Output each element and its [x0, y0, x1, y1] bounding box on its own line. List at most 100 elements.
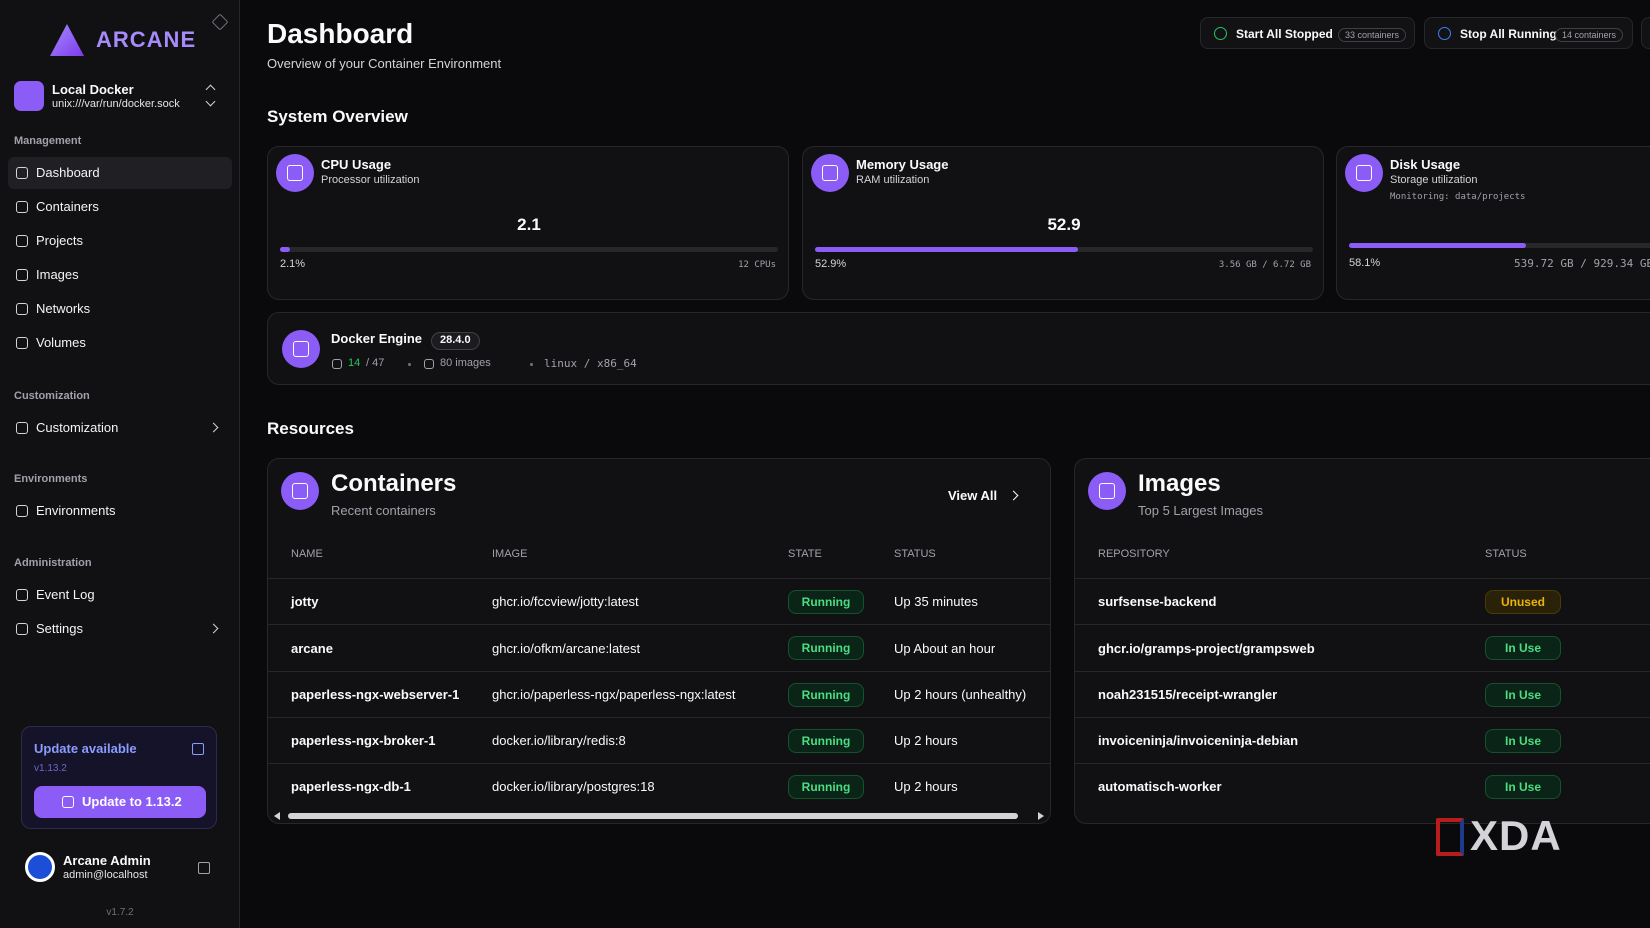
- table-cell: invoiceninja/invoiceninja-debian: [1098, 733, 1299, 749]
- icon-badge: [1088, 472, 1126, 510]
- nav-item[interactable]: Projects: [8, 225, 232, 257]
- logout-icon[interactable]: [198, 862, 210, 874]
- icon: [16, 201, 28, 213]
- icon: [1099, 483, 1115, 499]
- icon-badge: [1345, 154, 1383, 192]
- status-badge: In Use: [1485, 775, 1561, 800]
- section-title: Management: [14, 135, 82, 148]
- nav-item[interactable]: Dashboard: [8, 157, 232, 189]
- action-label: Start All Stopped: [1236, 26, 1333, 41]
- nav-item[interactable]: Volumes: [8, 327, 232, 359]
- watermark-mark: [1436, 818, 1464, 856]
- action-count: 14 containers: [1555, 27, 1624, 43]
- env-name: Local Docker: [52, 82, 134, 98]
- icon: [16, 235, 28, 247]
- resource-panel: Containers Recent containers View All NAME I…: [267, 458, 1051, 824]
- external-link-icon[interactable]: [192, 743, 204, 755]
- action-button[interactable]: Stop All Running 14 containers: [1424, 17, 1633, 49]
- chevron: [205, 96, 216, 107]
- table-cell: ghcr.io/ofkm/arcane:latest: [492, 640, 641, 656]
- action-count: 33 containers: [1338, 27, 1407, 43]
- view-all-link[interactable]: View All: [948, 485, 1028, 507]
- column-header: IMAGE: [492, 548, 528, 561]
- chevron: [208, 623, 219, 634]
- icon: [1356, 165, 1372, 181]
- nav-label: Environments: [36, 503, 116, 519]
- card-title: CPU Usage: [321, 157, 392, 173]
- progress-track: [280, 247, 778, 252]
- panel-title: Containers: [331, 469, 457, 497]
- nav-label: Event Log: [36, 587, 95, 603]
- percent-label: 52.9%: [815, 258, 847, 271]
- nav-label: Networks: [36, 301, 91, 317]
- icon: [822, 165, 838, 181]
- engine-name: Docker Engine: [331, 331, 423, 347]
- nav-label: Dashboard: [36, 165, 100, 181]
- environment-switcher[interactable]: Local Docker unix:///var/run/docker.sock: [8, 78, 230, 116]
- page-subtitle: Overview of your Container Environment: [267, 56, 502, 72]
- icon-badge: [282, 330, 320, 368]
- resource-panel: Images Top 5 Largest Images REPOSITORY STAT…: [1074, 458, 1650, 824]
- action-button[interactable]: Start All Stopped 33 containers: [1200, 17, 1415, 49]
- icon: [292, 483, 308, 499]
- stat-card: CPU Usage Processor utilization 2.1 2.1% 12 …: [267, 146, 789, 300]
- icon: [293, 341, 309, 357]
- image-count: 80 images: [440, 357, 491, 370]
- nav-item[interactable]: Images: [8, 259, 232, 291]
- page-title: Dashboard: [267, 18, 414, 50]
- progress-fill: [280, 247, 291, 252]
- nav-item[interactable]: Environments: [8, 495, 232, 527]
- column-header: STATUS: [1485, 548, 1527, 561]
- row-divider: [268, 624, 1050, 626]
- status-badge: In Use: [1485, 728, 1561, 753]
- action-icon: [1438, 27, 1451, 40]
- status-badge: Running: [788, 728, 864, 753]
- link-label[interactable]: View All: [948, 488, 998, 504]
- icon: [62, 796, 74, 808]
- logo-mark: [50, 24, 84, 56]
- table-cell: arcane: [291, 640, 333, 656]
- panel-subtitle: Recent containers: [331, 503, 436, 519]
- chevron: [208, 422, 219, 433]
- section-title: Environments: [14, 473, 88, 486]
- app-version: v1.7.2: [106, 907, 134, 918]
- section-heading: System Overview: [267, 106, 408, 126]
- nav-item[interactable]: Event Log: [8, 579, 232, 611]
- stat-card: Disk Usage Storage utilization Monitoring:…: [1336, 146, 1650, 300]
- card-title: Disk Usage: [1390, 157, 1461, 173]
- table-cell: ghcr.io/fccview/jotty:latest: [492, 594, 639, 610]
- column-header: REPOSITORY: [1098, 548, 1170, 561]
- nav-label: Projects: [36, 233, 83, 249]
- icon: [424, 359, 434, 369]
- total-count: / 47: [366, 357, 385, 370]
- table-cell: Up About an hour: [894, 640, 996, 656]
- icon: [16, 337, 28, 349]
- card-title: Memory Usage: [856, 157, 949, 173]
- update-button[interactable]: Update to 1.13.2: [34, 786, 206, 818]
- row-divider: [268, 763, 1050, 765]
- nav-item[interactable]: Containers: [8, 191, 232, 223]
- table-cell: Up 2 hours (unhealthy): [894, 686, 1027, 702]
- action-button-partial: [1641, 17, 1650, 49]
- nav-item[interactable]: Settings: [8, 613, 232, 645]
- table-cell: Up 35 minutes: [894, 594, 978, 610]
- main-content: Dashboard Overview of your Container Envi…: [240, 0, 1650, 928]
- update-title: Update available: [34, 741, 137, 757]
- update-card: Update available v1.13.2 Update to 1.13.2: [21, 726, 217, 829]
- icon: [16, 505, 28, 517]
- table-cell: docker.io/library/redis:8: [492, 733, 626, 749]
- user-email: admin@localhost: [63, 869, 148, 882]
- progress-track: [815, 247, 1313, 252]
- nav-item[interactable]: Customization: [8, 412, 232, 444]
- progress-fill: [815, 247, 1079, 252]
- card-subtitle: Storage utilization: [1390, 174, 1478, 187]
- table-cell: noah231515/receipt-wrangler: [1098, 686, 1278, 702]
- card-detail: 539.72 GB / 929.34 GB: [1514, 257, 1650, 271]
- icon: [332, 359, 342, 369]
- row-divider: [268, 670, 1050, 672]
- icon-badge: [281, 472, 319, 510]
- icon-badge: [811, 154, 849, 192]
- nav-item[interactable]: Networks: [8, 293, 232, 325]
- chevron: [205, 84, 216, 95]
